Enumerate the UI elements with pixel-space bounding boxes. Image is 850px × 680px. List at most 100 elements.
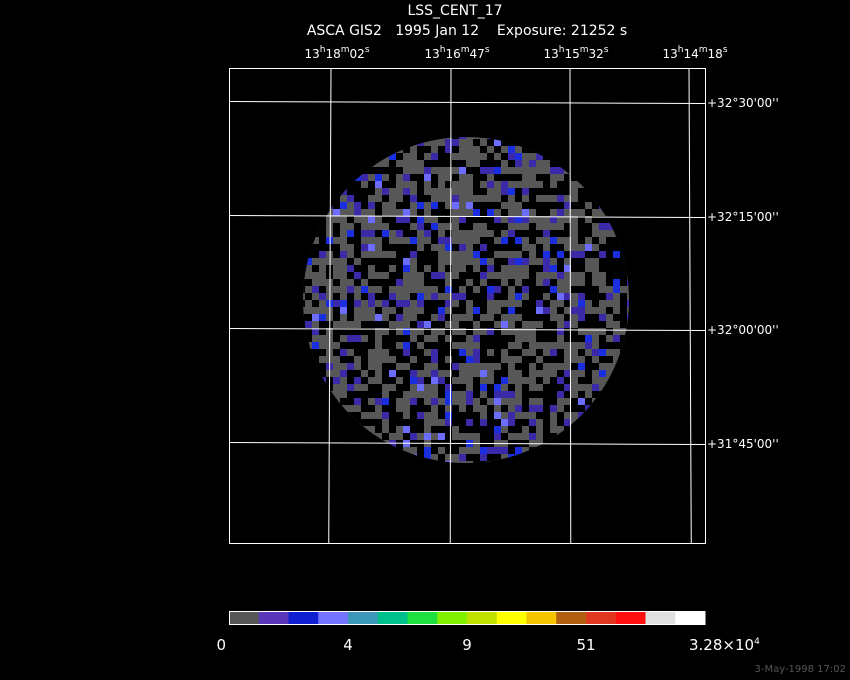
noise-cell — [438, 286, 445, 293]
noise-cell — [508, 426, 515, 433]
noise-cell — [613, 272, 620, 279]
noise-cell — [543, 188, 550, 195]
noise-cell — [354, 412, 361, 419]
noise-cell — [578, 223, 585, 230]
noise-cell — [515, 426, 522, 433]
noise-cell — [438, 314, 445, 321]
noise-cell — [550, 328, 557, 335]
noise-cell — [473, 209, 480, 216]
noise-cell — [466, 293, 473, 300]
noise-cell — [452, 202, 459, 209]
noise-cell — [620, 314, 627, 321]
noise-cell — [480, 384, 487, 391]
label-part: 13 — [424, 47, 439, 61]
noise-cell — [473, 335, 480, 342]
noise-cell — [389, 258, 396, 265]
noise-cell — [480, 461, 487, 463]
noise-cell — [543, 356, 550, 363]
noise-cell — [361, 321, 368, 328]
noise-cell — [529, 391, 536, 398]
noise-cell — [592, 202, 599, 209]
noise-cell — [473, 279, 480, 286]
noise-cell — [368, 230, 375, 237]
noise-cell — [403, 195, 410, 202]
noise-cell — [515, 307, 522, 314]
noise-cell — [459, 300, 466, 307]
noise-cell — [396, 419, 403, 426]
noise-cell — [578, 321, 585, 328]
noise-cell — [303, 300, 305, 307]
noise-cell — [382, 188, 389, 195]
noise-cell — [473, 356, 480, 363]
noise-cell — [487, 139, 494, 146]
noise-cell — [487, 265, 494, 272]
noise-cell — [403, 146, 410, 153]
noise-cell — [375, 314, 382, 321]
noise-cell — [473, 167, 480, 174]
noise-cell — [417, 384, 424, 391]
noise-cell — [368, 258, 375, 265]
footer-date: 3-May-1998 17:02 — [754, 664, 846, 675]
colorbar-swatch — [318, 611, 349, 625]
noise-cell — [494, 279, 501, 286]
noise-cell — [424, 405, 431, 412]
noise-cell — [340, 307, 347, 314]
noise-cell — [564, 321, 571, 328]
noise-cell — [361, 188, 368, 195]
noise-cell — [627, 279, 629, 286]
noise-cell — [557, 251, 564, 258]
noise-cell — [466, 272, 473, 279]
noise-cell — [522, 398, 529, 405]
noise-cell — [410, 342, 417, 349]
noise-cell — [501, 286, 508, 293]
noise-cell — [543, 202, 550, 209]
noise-cell — [459, 335, 466, 342]
noise-cell — [501, 188, 508, 195]
noise-cell — [480, 265, 487, 272]
noise-cell — [375, 258, 382, 265]
noise-cell — [606, 265, 613, 272]
noise-cell — [417, 195, 424, 202]
noise-cell — [487, 412, 494, 419]
colorbar-swatch — [407, 611, 438, 625]
noise-cell — [529, 272, 536, 279]
noise-cell — [592, 293, 599, 300]
noise-cell — [354, 202, 361, 209]
noise-cell — [389, 300, 396, 307]
noise-cell — [424, 342, 431, 349]
noise-cell — [445, 377, 452, 384]
noise-cell — [480, 272, 487, 279]
noise-cell — [382, 265, 389, 272]
noise-cell — [578, 202, 585, 209]
noise-cell — [473, 454, 480, 461]
noise-cell — [403, 300, 410, 307]
noise-cell — [494, 258, 501, 265]
noise-cell — [431, 293, 438, 300]
noise-cell — [361, 391, 368, 398]
noise-cell — [361, 265, 368, 272]
noise-cell — [452, 160, 459, 167]
noise-cell — [522, 419, 529, 426]
noise-cell — [445, 461, 452, 463]
noise-cell — [459, 384, 466, 391]
colorbar-swatch — [467, 611, 498, 625]
noise-cell — [522, 209, 529, 216]
noise-cell — [473, 251, 480, 258]
noise-cell — [424, 356, 431, 363]
noise-cell — [480, 160, 487, 167]
noise-cell — [620, 300, 627, 307]
noise-cell — [578, 363, 585, 370]
label-part: 02 — [350, 47, 365, 61]
noise-cell — [312, 342, 319, 349]
noise-cell — [592, 286, 599, 293]
noise-cell — [620, 272, 627, 279]
noise-cell — [599, 244, 606, 251]
noise-cell — [487, 202, 494, 209]
noise-cell — [452, 137, 459, 139]
noise-cell — [557, 412, 564, 419]
noise-cell — [382, 377, 389, 384]
noise-cell — [501, 174, 508, 181]
noise-cell — [487, 216, 494, 223]
noise-cell — [543, 265, 550, 272]
noise-cell — [466, 265, 473, 272]
